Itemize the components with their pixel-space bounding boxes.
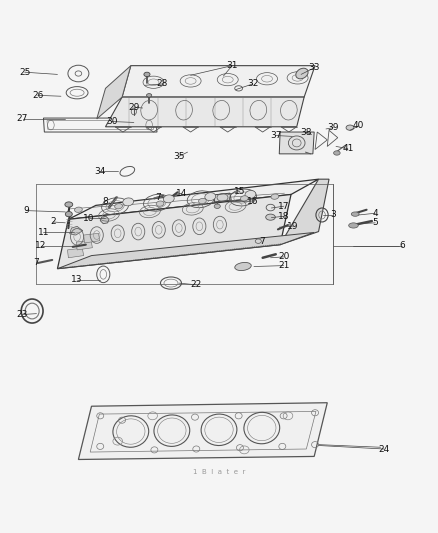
Text: 30: 30 bbox=[106, 117, 118, 126]
Polygon shape bbox=[100, 216, 109, 224]
Text: 35: 35 bbox=[173, 152, 184, 161]
Text: 22: 22 bbox=[191, 280, 202, 289]
Polygon shape bbox=[280, 179, 329, 245]
Polygon shape bbox=[214, 193, 231, 202]
Text: 4: 4 bbox=[372, 209, 378, 218]
Ellipse shape bbox=[205, 192, 215, 200]
Ellipse shape bbox=[147, 94, 152, 97]
Polygon shape bbox=[122, 66, 315, 97]
Text: 40: 40 bbox=[353, 122, 364, 131]
Ellipse shape bbox=[271, 194, 279, 199]
Text: 3: 3 bbox=[331, 211, 336, 220]
Polygon shape bbox=[70, 227, 83, 235]
Polygon shape bbox=[57, 195, 291, 269]
Ellipse shape bbox=[123, 198, 134, 206]
Ellipse shape bbox=[240, 196, 248, 201]
Ellipse shape bbox=[296, 68, 308, 79]
Polygon shape bbox=[84, 233, 100, 243]
Text: 10: 10 bbox=[83, 214, 95, 223]
Polygon shape bbox=[57, 232, 314, 269]
Text: 20: 20 bbox=[278, 253, 290, 261]
Text: 8: 8 bbox=[102, 197, 108, 206]
Polygon shape bbox=[106, 97, 304, 127]
Text: 9: 9 bbox=[23, 206, 29, 215]
Ellipse shape bbox=[115, 204, 123, 209]
Polygon shape bbox=[76, 240, 92, 250]
Text: 37: 37 bbox=[270, 131, 282, 140]
Ellipse shape bbox=[235, 262, 251, 271]
Ellipse shape bbox=[144, 72, 150, 77]
Text: 5: 5 bbox=[372, 219, 378, 228]
Text: 28: 28 bbox=[156, 79, 168, 88]
Text: 13: 13 bbox=[71, 275, 83, 284]
Text: 24: 24 bbox=[378, 445, 390, 454]
Polygon shape bbox=[68, 179, 318, 220]
Text: 27: 27 bbox=[17, 115, 28, 124]
Ellipse shape bbox=[334, 151, 340, 155]
Polygon shape bbox=[78, 403, 327, 459]
Ellipse shape bbox=[65, 212, 72, 217]
Text: 19: 19 bbox=[286, 222, 298, 231]
Text: 16: 16 bbox=[247, 197, 259, 206]
Text: 21: 21 bbox=[278, 261, 290, 270]
Ellipse shape bbox=[346, 125, 354, 130]
Text: 34: 34 bbox=[95, 167, 106, 176]
Text: 38: 38 bbox=[300, 127, 312, 136]
Ellipse shape bbox=[266, 214, 276, 220]
Ellipse shape bbox=[214, 204, 220, 208]
Ellipse shape bbox=[349, 223, 358, 228]
Text: 12: 12 bbox=[35, 241, 46, 250]
Text: 7: 7 bbox=[259, 237, 265, 246]
Text: 15: 15 bbox=[234, 187, 246, 196]
Text: 33: 33 bbox=[308, 63, 320, 72]
Ellipse shape bbox=[65, 202, 73, 207]
Text: 32: 32 bbox=[247, 79, 258, 88]
Text: 41: 41 bbox=[342, 144, 353, 153]
Text: 39: 39 bbox=[328, 123, 339, 132]
Polygon shape bbox=[279, 132, 314, 154]
Text: 7: 7 bbox=[34, 257, 39, 266]
Polygon shape bbox=[97, 66, 131, 119]
Text: 23: 23 bbox=[16, 310, 27, 319]
Text: 11: 11 bbox=[38, 228, 49, 237]
Text: 18: 18 bbox=[278, 212, 290, 221]
Polygon shape bbox=[67, 248, 84, 258]
Ellipse shape bbox=[156, 201, 164, 206]
Text: 6: 6 bbox=[399, 241, 405, 250]
Ellipse shape bbox=[74, 207, 82, 212]
Text: 7: 7 bbox=[155, 193, 161, 202]
Text: 2: 2 bbox=[50, 217, 56, 227]
Ellipse shape bbox=[351, 212, 359, 216]
Text: 26: 26 bbox=[32, 91, 43, 100]
Text: 25: 25 bbox=[19, 68, 30, 77]
Text: 29: 29 bbox=[128, 103, 140, 111]
Text: 31: 31 bbox=[226, 61, 238, 70]
Text: 1  B  l  a  t  e  r: 1 B l a t e r bbox=[193, 469, 245, 475]
Ellipse shape bbox=[198, 198, 206, 204]
Text: 14: 14 bbox=[176, 189, 187, 198]
Ellipse shape bbox=[245, 190, 256, 198]
Text: 17: 17 bbox=[278, 202, 290, 211]
Ellipse shape bbox=[163, 195, 174, 203]
